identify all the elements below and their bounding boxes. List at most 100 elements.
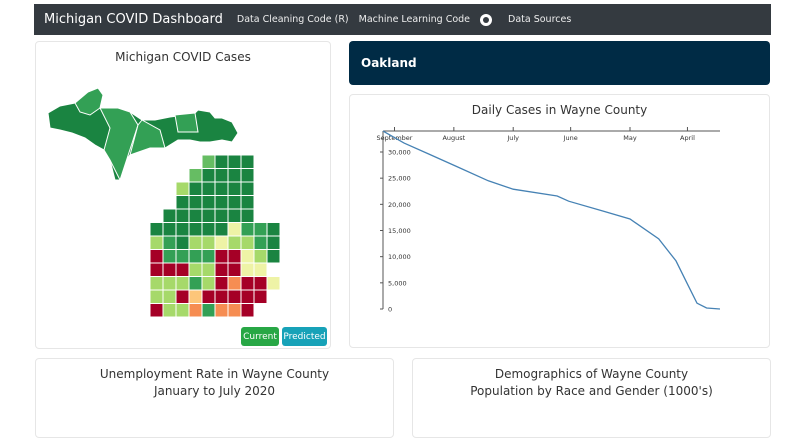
county bbox=[162, 276, 177, 291]
county bbox=[149, 289, 164, 304]
county bbox=[188, 289, 203, 304]
michigan-map[interactable] bbox=[0, 0, 806, 425]
county bbox=[227, 276, 242, 291]
county bbox=[188, 181, 203, 196]
county bbox=[175, 235, 190, 250]
county bbox=[227, 222, 242, 237]
county bbox=[188, 235, 203, 250]
y-tick-label: 5,000 bbox=[388, 279, 407, 287]
county bbox=[240, 249, 255, 264]
county bbox=[201, 262, 216, 277]
county bbox=[175, 276, 190, 291]
county bbox=[149, 249, 164, 264]
county bbox=[240, 222, 255, 237]
county bbox=[162, 249, 177, 264]
y-tick-label: 25,000 bbox=[388, 175, 411, 183]
county bbox=[227, 154, 242, 169]
county bbox=[240, 168, 255, 183]
county bbox=[266, 276, 281, 291]
county bbox=[214, 289, 229, 304]
county bbox=[175, 222, 190, 237]
county bbox=[253, 289, 268, 304]
county bbox=[201, 154, 216, 169]
chart-card: Daily Cases in Wayne County September Aug… bbox=[349, 94, 770, 348]
current-button[interactable]: Current bbox=[241, 327, 279, 346]
nav-data-cleaning-code[interactable]: Data Cleaning Code (R) bbox=[236, 14, 349, 25]
y-tick-label: 20,000 bbox=[388, 201, 411, 209]
predicted-button[interactable]: Predicted bbox=[282, 327, 327, 346]
county bbox=[227, 262, 242, 277]
county bbox=[175, 249, 190, 264]
county bbox=[201, 222, 216, 237]
county bbox=[240, 154, 255, 169]
y-tick-label: 0 bbox=[388, 306, 392, 314]
unemployment-card: Unemployment Rate in Wayne County Januar… bbox=[35, 358, 394, 438]
x-tick-label: May bbox=[623, 134, 637, 142]
county bbox=[253, 235, 268, 250]
navbar: Michigan COVID Dashboard Data Cleaning C… bbox=[34, 4, 771, 35]
selected-county-banner: Oakland bbox=[349, 41, 770, 85]
county bbox=[214, 276, 229, 291]
x-tick-label: April bbox=[680, 134, 695, 142]
county bbox=[227, 168, 242, 183]
county bbox=[214, 262, 229, 277]
nav-machine-learning-code[interactable]: Machine Learning Code bbox=[358, 14, 471, 25]
county bbox=[214, 222, 229, 237]
county bbox=[162, 289, 177, 304]
county bbox=[240, 181, 255, 196]
county bbox=[175, 303, 190, 318]
y-tick-label: 15,000 bbox=[388, 227, 411, 235]
county bbox=[74, 87, 104, 116]
demographics-subtitle: Population by Race and Gender (1000's) bbox=[470, 384, 713, 398]
county bbox=[266, 222, 281, 237]
cases-line bbox=[382, 130, 721, 310]
county bbox=[175, 289, 190, 304]
county bbox=[214, 303, 229, 318]
county bbox=[175, 208, 190, 223]
county bbox=[149, 276, 164, 291]
county bbox=[266, 249, 281, 264]
github-icon[interactable] bbox=[480, 13, 493, 26]
county bbox=[174, 112, 199, 133]
county bbox=[214, 195, 229, 210]
daily-cases-chart: September August July June May April05,00010,… bbox=[377, 127, 721, 314]
county bbox=[201, 181, 216, 196]
brand[interactable]: Michigan COVID Dashboard bbox=[44, 12, 223, 27]
county bbox=[240, 289, 255, 304]
nav-data-sources[interactable]: Data Sources bbox=[508, 14, 572, 25]
county bbox=[99, 107, 139, 182]
county bbox=[188, 208, 203, 223]
county bbox=[227, 208, 242, 223]
county bbox=[201, 249, 216, 264]
county bbox=[227, 235, 242, 250]
county bbox=[253, 262, 268, 277]
county bbox=[188, 168, 203, 183]
county bbox=[201, 235, 216, 250]
unemployment-title: Unemployment Rate in Wayne County bbox=[99, 367, 330, 381]
y-tick-label: 30,000 bbox=[388, 149, 411, 157]
county bbox=[214, 181, 229, 196]
county bbox=[149, 262, 164, 277]
x-tick-label: July bbox=[506, 134, 519, 142]
county bbox=[162, 222, 177, 237]
county bbox=[227, 303, 242, 318]
county bbox=[149, 303, 164, 318]
county bbox=[162, 235, 177, 250]
unemployment-subtitle: January to July 2020 bbox=[153, 384, 276, 398]
county bbox=[240, 208, 255, 223]
county bbox=[253, 222, 268, 237]
county bbox=[240, 303, 255, 318]
county bbox=[214, 154, 229, 169]
county bbox=[162, 262, 177, 277]
county bbox=[214, 249, 229, 264]
county bbox=[175, 195, 190, 210]
county bbox=[240, 195, 255, 210]
chart-title: Daily Cases in Wayne County bbox=[471, 103, 648, 117]
county bbox=[240, 235, 255, 250]
county bbox=[240, 276, 255, 291]
county bbox=[214, 235, 229, 250]
county bbox=[201, 303, 216, 318]
map-title: Michigan COVID Cases bbox=[115, 50, 251, 64]
county bbox=[227, 181, 242, 196]
x-tick-label: June bbox=[563, 134, 578, 142]
